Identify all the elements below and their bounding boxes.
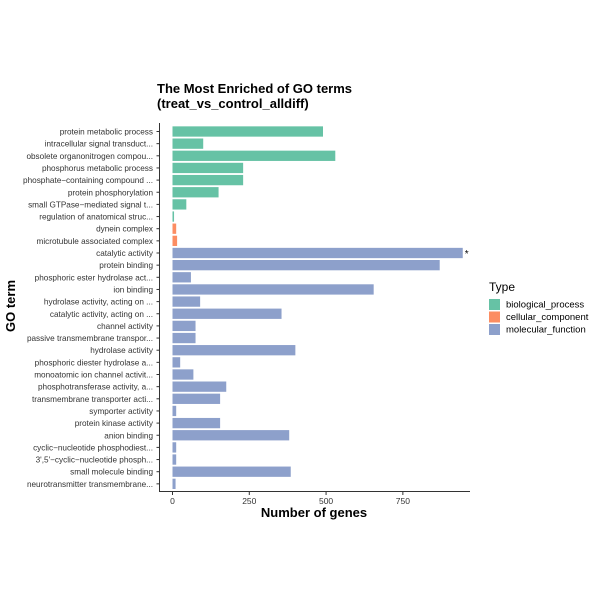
bar	[172, 332, 196, 344]
bar	[172, 296, 201, 307]
bar	[172, 430, 290, 441]
category-label: transmembrane transporter acti...	[32, 395, 153, 404]
legend-swatch	[489, 299, 500, 310]
bar	[172, 272, 191, 283]
category-label: channel activity	[97, 322, 154, 331]
category-labels: protein metabolic process intracellular s…	[23, 128, 160, 489]
legend-swatch	[489, 324, 500, 335]
category-label: obsolete organonitrogen compou...	[26, 152, 153, 161]
x-tick-label: 750	[396, 496, 410, 506]
category-label: 3',5'−cyclic−nucleotide phosph...	[36, 456, 153, 465]
category-label: neurotransmitter transmembrane...	[27, 480, 153, 489]
legend-label: molecular_function	[506, 325, 586, 336]
category-label: anion binding	[104, 431, 153, 440]
category-label: protein kinase activity	[75, 419, 154, 428]
bar	[172, 150, 336, 161]
bar	[172, 247, 463, 259]
bar	[172, 126, 323, 137]
x-ticks: 0 250 500 750	[170, 491, 410, 506]
bar	[172, 174, 244, 186]
bar	[172, 369, 194, 380]
category-label: protein phosphorylation	[68, 188, 154, 197]
bar	[172, 454, 177, 465]
bar	[172, 320, 196, 332]
bars-group: *	[172, 126, 469, 489]
category-label: cyclic−nucleotide phosphodiest...	[33, 443, 153, 452]
category-label: microtubule associated complex	[37, 237, 154, 246]
category-label: catalytic activity	[96, 249, 154, 258]
bar	[172, 345, 296, 356]
bar	[172, 417, 221, 429]
bar	[172, 381, 227, 392]
bar	[172, 393, 221, 404]
bar	[172, 199, 187, 210]
category-label: protein binding	[99, 261, 153, 270]
bar	[172, 223, 177, 234]
category-label: small molecule binding	[70, 468, 153, 477]
legend-label: cellular_component	[506, 312, 589, 323]
category-label: phosphate−containing compound ...	[23, 176, 153, 185]
legend-title: Type	[489, 280, 515, 294]
bar	[172, 138, 204, 149]
category-label: regulation of anatomical struc...	[39, 213, 153, 222]
category-label: phosphoric diester hydrolase a...	[35, 358, 153, 367]
category-label: ion binding	[113, 285, 153, 294]
bar	[172, 211, 175, 222]
x-tick-label: 250	[242, 496, 256, 506]
category-label: hydrolase activity	[90, 346, 154, 355]
bar	[172, 162, 244, 174]
x-axis-title: Number of genes	[261, 505, 367, 520]
bar	[172, 466, 291, 477]
category-label: protein metabolic process	[60, 128, 153, 137]
bar	[172, 260, 440, 271]
category-label: monoatomic ion channel activit...	[34, 371, 153, 380]
bar	[172, 308, 282, 319]
bar	[172, 357, 181, 368]
x-tick-label: 0	[170, 496, 175, 506]
legend: Type biological_processcellular_componen…	[489, 280, 589, 336]
y-axis-title: GO term	[3, 280, 18, 332]
bar	[172, 284, 374, 295]
category-label: catalytic activity, acting on ...	[50, 310, 153, 319]
bar	[172, 405, 177, 417]
category-label: phosphotransferase activity, a...	[38, 383, 153, 392]
category-label: hydrolase activity, acting on ...	[44, 298, 153, 307]
category-label: dynein complex	[96, 225, 153, 234]
legend-swatch	[489, 311, 500, 323]
bar	[172, 478, 176, 489]
chart-title: The Most Enriched of GO terms	[157, 81, 352, 96]
category-label: small GTPase−mediated signal t...	[28, 200, 153, 209]
category-label: symporter activity	[89, 407, 154, 416]
significance-annotation: *	[465, 249, 469, 260]
category-label: phosphoric ester hydrolase act...	[35, 273, 153, 282]
category-label: intracellular signal transduct...	[45, 140, 153, 149]
x-tick-label: 500	[319, 496, 333, 506]
category-label: passive transmembrane transpor...	[27, 334, 153, 343]
chart-subtitle: (treat_vs_control_alldiff)	[157, 96, 309, 111]
bar	[172, 187, 219, 198]
bar	[172, 442, 177, 453]
bar	[172, 235, 178, 246]
category-label: phosphorus metabolic process	[42, 164, 153, 173]
legend-label: biological_process	[506, 300, 584, 311]
